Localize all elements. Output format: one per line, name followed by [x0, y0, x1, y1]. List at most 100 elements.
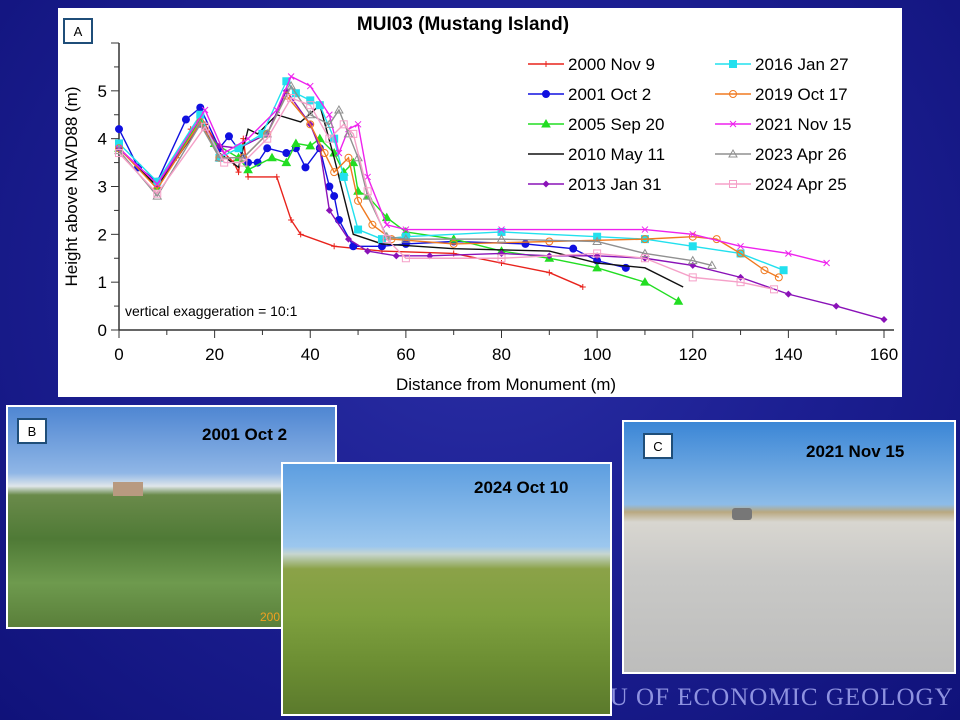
- legend-label: 2024 Apr 25: [755, 175, 847, 194]
- marker-square: [115, 149, 123, 158]
- marker-square: [325, 134, 334, 143]
- x-tick-label: 60: [396, 345, 415, 364]
- x-tick-label: 0: [114, 345, 123, 364]
- marker-triangle: [401, 234, 411, 243]
- marker-square: [497, 254, 506, 263]
- marker-diamond: [832, 302, 840, 310]
- legend-label: 2013 Jan 31: [568, 175, 662, 194]
- marker-triangle: [152, 191, 163, 200]
- y-tick-label: 3: [98, 178, 107, 197]
- legend-item: 2021 Nov 15: [715, 115, 851, 134]
- marker-square: [729, 180, 737, 188]
- photo-b-date: 2001 Oct 2: [202, 425, 288, 444]
- marker-x: [201, 106, 209, 114]
- marker-triangle: [640, 277, 650, 286]
- marker-triangle: [728, 148, 738, 158]
- marker-triangle: [324, 119, 335, 128]
- marker-circle: [688, 232, 697, 241]
- marker-square: [688, 273, 697, 282]
- marker-triangle: [305, 109, 316, 119]
- x-axis-label: Distance from Monument (m): [396, 375, 616, 394]
- series-2005-sep-20: [114, 114, 684, 305]
- legend-label: 2001 Oct 2: [568, 85, 651, 104]
- marker-square: [401, 254, 410, 263]
- marker-circle: [640, 235, 649, 244]
- marker-triangle: [592, 262, 602, 272]
- marker-circle: [224, 132, 233, 141]
- marker-circle: [320, 149, 329, 158]
- panel-label-b: B: [17, 418, 47, 444]
- x-tick-label: 40: [301, 345, 320, 364]
- marker-circle: [301, 163, 310, 172]
- marker-square: [153, 189, 162, 198]
- x-tick-label: 140: [774, 345, 802, 364]
- marker-x: [737, 242, 744, 250]
- legend-item: 2000 Nov 9: [528, 55, 655, 74]
- marker-circle: [354, 196, 363, 205]
- marker-triangle: [592, 236, 602, 246]
- marker-x: [153, 180, 161, 188]
- marker-x: [354, 120, 362, 128]
- marker-diamond: [784, 290, 792, 298]
- marker-circle: [774, 273, 783, 282]
- photo-c-date: 2021 Nov 15: [806, 442, 905, 461]
- marker-square: [729, 60, 737, 68]
- marker-x: [326, 111, 333, 119]
- marker-square: [779, 266, 788, 275]
- y-axis-label: Height above NAVD88 (m): [62, 87, 81, 287]
- marker-triangle: [343, 128, 354, 138]
- marker-triangle: [707, 260, 717, 269]
- marker-square: [220, 158, 229, 167]
- marker-diamond: [737, 273, 745, 281]
- marker-x: [498, 226, 505, 233]
- marker-diamond: [498, 249, 505, 257]
- x-tick-label: 120: [679, 345, 707, 364]
- y-tick-label: 2: [98, 225, 107, 244]
- marker-x: [689, 230, 697, 238]
- marker-triangle: [243, 164, 253, 174]
- marker-triangle: [496, 234, 507, 243]
- legend-item: 2024 Apr 25: [715, 175, 847, 194]
- legend-item: 2019 Oct 17: [715, 85, 848, 104]
- marker-square: [770, 285, 779, 294]
- marker-square: [736, 278, 745, 287]
- x-tick-label: 80: [492, 345, 511, 364]
- marker-x: [244, 135, 252, 143]
- series-line: [118, 84, 713, 267]
- marker-plus: [288, 216, 295, 223]
- marker-triangle: [687, 255, 698, 265]
- legend-label: 2019 Oct 17: [755, 85, 848, 104]
- marker-square: [354, 225, 363, 234]
- legend-item: 2001 Oct 2: [528, 85, 651, 104]
- marker-square: [339, 172, 348, 181]
- marker-triangle: [673, 296, 684, 305]
- marker-circle: [306, 120, 315, 129]
- marker-diamond: [542, 180, 550, 188]
- chart-panel: 0 20 40 60 80 100 120 140 160 0 1 2 3 4 5 MUI03 (Mustan…: [58, 8, 902, 397]
- marker-triangle: [291, 138, 301, 147]
- marker-x: [306, 82, 314, 90]
- marker-circle: [330, 168, 339, 177]
- series-line: [118, 97, 775, 291]
- marker-circle: [542, 90, 550, 98]
- marker-circle: [115, 144, 123, 153]
- marker-circle: [263, 144, 272, 153]
- legend-item: 2005 Sep 20: [528, 115, 664, 134]
- marker-x: [383, 221, 391, 229]
- photo-middle-date: 2024 Oct 10: [474, 478, 569, 497]
- legend-label: 2010 May 11: [568, 145, 665, 164]
- profile-chart: 0 20 40 60 80 100 120 140 160 0 1 2 3 4 5 MUI03 (Mustan…: [62, 14, 898, 394]
- series-line: [118, 118, 679, 302]
- marker-square: [593, 249, 602, 258]
- marker-square: [377, 235, 386, 244]
- legend-item: 2023 Apr 26: [715, 145, 847, 164]
- x-tick-label: 160: [870, 345, 898, 364]
- legend-item: 2013 Jan 31: [528, 175, 662, 194]
- marker-x: [823, 259, 830, 267]
- marker-triangle: [353, 152, 363, 162]
- marker-square: [306, 96, 315, 105]
- marker-x: [729, 120, 737, 128]
- marker-triangle: [281, 157, 292, 167]
- marker-square: [640, 254, 649, 263]
- marker-circle: [736, 249, 745, 258]
